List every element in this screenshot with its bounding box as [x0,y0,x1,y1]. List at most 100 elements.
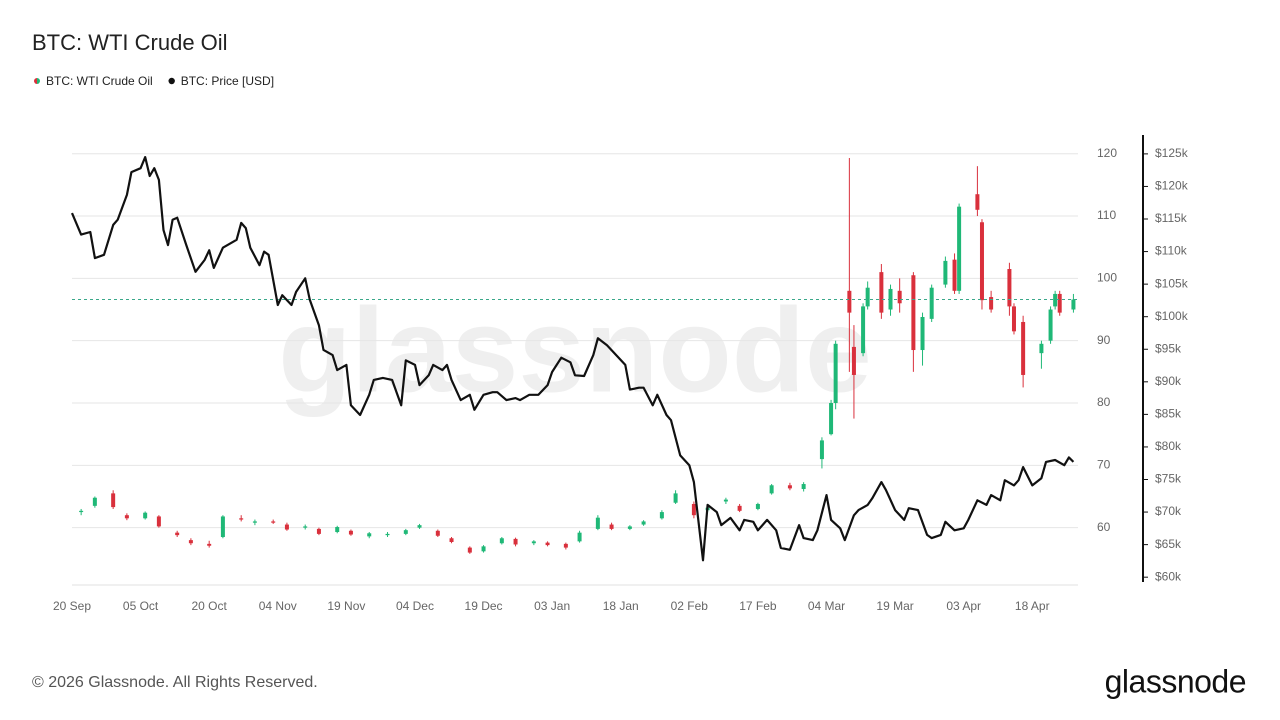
candle-body [979,222,984,301]
x-tick-label: 05 Oct [123,599,159,613]
y2-tick-label: $75k [1155,472,1182,486]
candle-body [609,524,614,529]
candle-body [989,297,994,310]
x-tick-label: 04 Nov [259,599,297,613]
candle-body [207,543,212,546]
candles [79,158,1076,554]
candle-body [1039,343,1044,354]
candle-body [367,533,372,537]
candle-body [435,530,440,536]
candle-body [220,516,225,538]
candle-body [449,538,454,542]
candle-body [879,272,884,313]
candle-body [975,194,980,210]
x-tick-label: 03 Apr [946,599,981,613]
candle-body [188,540,193,544]
x-tick-label: 19 Nov [327,599,365,613]
x-tick-label: 19 Dec [465,599,503,613]
candle-body [865,287,870,307]
y2-tick-label: $65k [1155,537,1182,551]
candle-body [348,530,353,535]
legend-label: BTC: WTI Crude Oil [46,74,153,88]
copyright: © 2026 Glassnode. All Rights Reserved. [32,674,318,691]
candle-body [499,538,504,544]
candle-body [481,546,486,552]
x-tick-label: 18 Jan [603,599,639,613]
candle-body [787,485,792,489]
candle-body [595,517,600,529]
logo: glassnode [1105,663,1246,699]
y-tick-label: 60 [1097,520,1111,534]
candle-body [335,527,340,533]
candle-body [1021,321,1026,375]
candle-body [252,521,257,523]
y-tick-label: 120 [1097,146,1117,160]
candle-body [627,526,632,529]
x-tick-label: 18 Apr [1015,599,1050,613]
candle-body [691,503,696,516]
candle-body [847,290,852,313]
candle-body [156,516,161,527]
candle-body [513,538,518,545]
candle-body [920,316,925,351]
legend-label: BTC: Price [USD] [181,74,274,88]
candle-body [659,512,664,519]
y2-tick-label: $95k [1155,341,1182,355]
candle-body [737,505,742,511]
candle-body [1048,309,1053,341]
x-tick-label: 17 Feb [739,599,777,613]
candle-body [723,499,728,502]
candle-body [911,275,916,351]
candle-body [943,260,948,285]
candle-body [929,287,934,319]
candle-body [641,521,646,525]
candle-body [175,532,180,536]
candle-body [952,259,957,291]
candle-body [833,343,838,404]
candle-body [284,524,289,530]
x-tick-label: 02 Feb [671,599,709,613]
candle-body [897,290,902,304]
candle-body [111,493,116,508]
candle-body [92,497,97,506]
legend-swatch [37,78,40,84]
candle-body [563,543,568,548]
y-tick-label: 70 [1097,458,1111,472]
candle-body [577,532,582,542]
candle-body [271,521,276,523]
candle-body [531,541,536,544]
candle-body [1071,299,1076,310]
candle-body [417,525,422,528]
y2-tick-label: $80k [1155,439,1182,453]
y2-tick-label: $90k [1155,374,1182,388]
candle-body [467,547,472,553]
candle-body [239,518,244,520]
candle-body [1053,293,1058,307]
candle-body [819,440,824,460]
watermark: glassnode [278,284,872,418]
y2-tick-label: $115k [1155,211,1188,225]
x-tick-label: 20 Sep [53,599,91,613]
y2-tick-label: $125k [1155,146,1189,160]
candle-body [143,512,148,519]
candle-body [673,493,678,503]
candle-body [829,403,834,435]
price-line [70,156,1075,562]
y2-tick-label: $120k [1155,179,1189,193]
candle-body [801,484,806,490]
y2-tick-label: $100k [1155,309,1189,323]
x-tick-label: 20 Oct [192,599,228,613]
legend-swatch [168,77,175,85]
y2-tick-label: $105k [1155,276,1189,290]
candle-body [403,530,408,534]
candle-body [1007,269,1012,307]
candle-body [545,542,550,546]
x-tick-label: 04 Dec [396,599,434,613]
y-tick-label: 110 [1097,208,1116,222]
candle-body [861,306,866,354]
candle-body [1011,306,1016,332]
chart-title: BTC: WTI Crude Oil [32,30,228,55]
candle-body [124,515,129,519]
legend-swatch [34,78,37,84]
